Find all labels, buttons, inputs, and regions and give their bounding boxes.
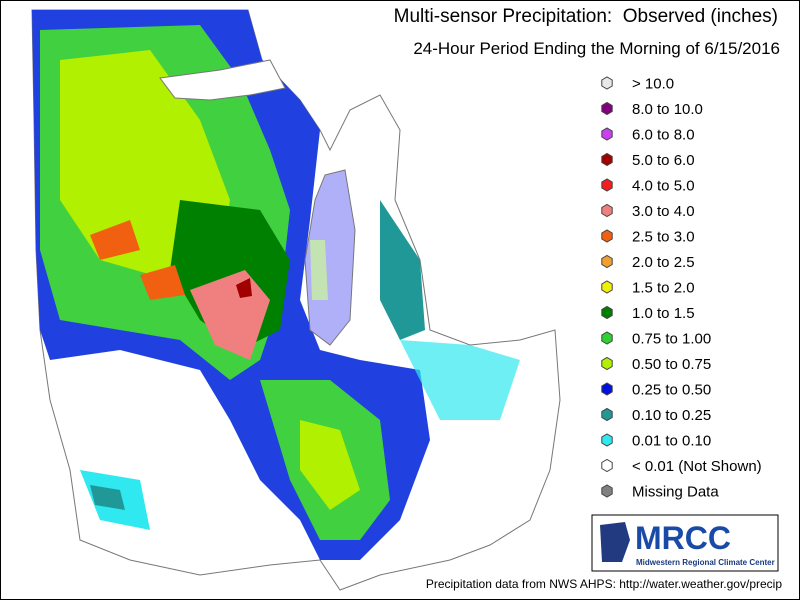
logo-subtitle: Midwestern Regional Climate Center (636, 558, 775, 567)
legend-swatch (601, 203, 613, 218)
legend-swatch (601, 458, 613, 473)
lake-michigan (304, 169, 356, 346)
legend-label: 8.0 to 10.0 (632, 101, 703, 118)
legend-swatch (601, 76, 613, 90)
legend-swatch (601, 178, 613, 192)
precip-area (380, 200, 425, 340)
legend-label: < 0.01 (Not Shown) (632, 458, 762, 475)
source-note: Precipitation data from NWS AHPS: http:/… (426, 577, 782, 591)
precip-area (236, 278, 252, 298)
legend-swatch (601, 101, 613, 116)
logo-map-icon (600, 522, 630, 562)
precip-area (140, 265, 185, 300)
legend-label: 2.5 to 3.0 (632, 229, 695, 246)
title: Multi-sensor Precipitation: Observed (in… (394, 6, 778, 27)
lake-michigan-precip (310, 240, 328, 300)
legend-label: 0.50 to 0.75 (632, 356, 711, 373)
legend-label: 0.75 to 1.00 (632, 331, 711, 348)
legend-swatch (601, 356, 613, 371)
legend-label: 0.25 to 0.50 (632, 382, 711, 399)
precip-area (300, 420, 360, 510)
legend-label: 0.01 to 0.10 (632, 433, 711, 450)
legend-swatch (601, 331, 613, 345)
legend-label: > 10.0 (632, 76, 674, 93)
precip-area (90, 485, 125, 510)
legend-swatch (601, 382, 613, 396)
precip-area (400, 340, 520, 420)
legend-swatch (601, 127, 613, 141)
legend-swatch (601, 280, 613, 294)
map (31, 9, 561, 591)
logo: MRCC Midwestern Regional Climate Center (591, 514, 779, 572)
legend-label: 6.0 to 8.0 (632, 127, 695, 144)
legend-swatch (601, 152, 613, 167)
legend-swatch (601, 433, 613, 447)
legend-label: 1.0 to 1.5 (632, 305, 695, 322)
legend-swatch (601, 254, 613, 269)
legend-label: 4.0 to 5.0 (632, 178, 695, 195)
precip-area (90, 220, 140, 260)
logo-name: MRCC (635, 520, 731, 556)
legend: > 10.0 8.0 to 10.0 6.0 to 8.0 5.0 to 6.0 4.0… (601, 76, 762, 501)
legend-swatch (601, 484, 613, 498)
legend-label: 1.5 to 2.0 (632, 280, 695, 297)
legend-label: Missing Data (632, 484, 719, 501)
legend-label: 3.0 to 4.0 (632, 203, 695, 220)
legend-label: 2.0 to 2.5 (632, 254, 695, 271)
legend-label: 5.0 to 6.0 (632, 152, 695, 169)
lake-superior (159, 59, 286, 101)
subtitle: 24-Hour Period Ending the Morning of 6/1… (413, 39, 780, 58)
legend-label: 0.10 to 0.25 (632, 407, 711, 424)
legend-swatch (601, 407, 613, 422)
legend-swatch (601, 229, 613, 243)
legend-swatch (601, 305, 613, 320)
